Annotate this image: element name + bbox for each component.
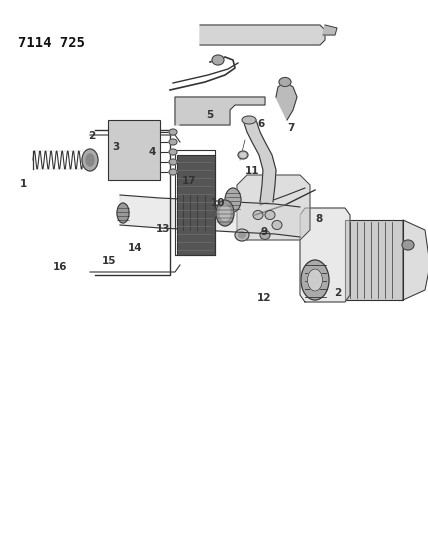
Ellipse shape	[272, 221, 282, 230]
Text: 7114 725: 7114 725	[18, 36, 85, 50]
Polygon shape	[120, 195, 300, 237]
Ellipse shape	[241, 153, 246, 157]
Ellipse shape	[220, 206, 230, 221]
Ellipse shape	[82, 149, 98, 171]
Text: 8: 8	[315, 214, 322, 223]
Polygon shape	[403, 220, 428, 300]
Ellipse shape	[253, 211, 263, 220]
Ellipse shape	[86, 154, 94, 166]
Text: 13: 13	[156, 224, 171, 234]
Text: 6: 6	[258, 119, 265, 128]
Text: 5: 5	[206, 110, 213, 119]
Ellipse shape	[169, 159, 177, 165]
Text: 3: 3	[112, 142, 119, 151]
Text: 12: 12	[257, 294, 272, 303]
Polygon shape	[200, 25, 325, 45]
Ellipse shape	[212, 55, 224, 65]
Polygon shape	[300, 208, 350, 302]
Bar	[345, 220, 403, 300]
Polygon shape	[276, 82, 297, 120]
Text: 2: 2	[89, 131, 95, 141]
Text: 2: 2	[335, 288, 342, 298]
Ellipse shape	[301, 260, 329, 300]
Text: 4: 4	[148, 147, 156, 157]
Ellipse shape	[265, 211, 275, 220]
Text: 11: 11	[245, 166, 260, 175]
Ellipse shape	[238, 232, 246, 238]
Polygon shape	[323, 25, 337, 35]
Text: 9: 9	[261, 227, 268, 237]
Ellipse shape	[402, 240, 414, 250]
Polygon shape	[237, 175, 310, 240]
Bar	[177, 155, 215, 255]
Ellipse shape	[238, 151, 248, 159]
Text: 10: 10	[211, 198, 226, 207]
Text: 1: 1	[20, 179, 27, 189]
Ellipse shape	[225, 188, 241, 212]
Ellipse shape	[169, 129, 177, 135]
Ellipse shape	[235, 229, 249, 241]
Ellipse shape	[169, 139, 177, 145]
Text: 14: 14	[128, 243, 142, 253]
Polygon shape	[175, 97, 265, 125]
Ellipse shape	[169, 169, 177, 175]
Text: 15: 15	[102, 256, 116, 266]
Ellipse shape	[242, 116, 256, 124]
Ellipse shape	[169, 149, 177, 155]
Ellipse shape	[260, 230, 270, 239]
Text: 7: 7	[287, 123, 295, 133]
Polygon shape	[243, 120, 276, 202]
Text: 16: 16	[53, 262, 67, 271]
Ellipse shape	[216, 200, 234, 226]
Ellipse shape	[307, 269, 323, 291]
Bar	[108, 120, 160, 180]
Ellipse shape	[279, 77, 291, 86]
Ellipse shape	[117, 203, 129, 223]
Text: 17: 17	[182, 176, 196, 186]
